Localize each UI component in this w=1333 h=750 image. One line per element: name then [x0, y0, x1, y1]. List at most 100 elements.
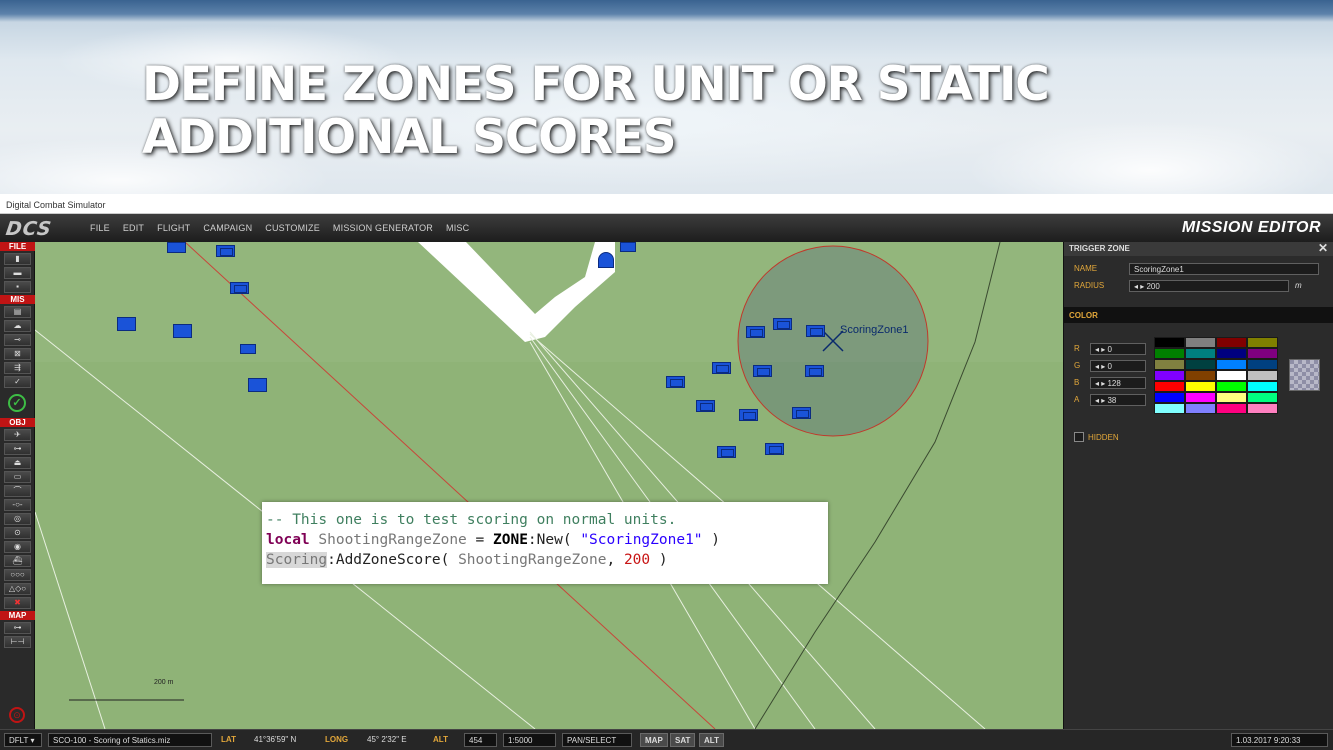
open-folder-icon[interactable]: ▬ — [4, 267, 31, 279]
template-icon[interactable]: -○- — [4, 499, 31, 511]
unit-marker[interactable] — [746, 326, 765, 338]
color-swatch[interactable] — [1216, 403, 1247, 414]
color-swatch[interactable] — [1185, 359, 1216, 370]
new-mission-icon[interactable]: ▮ — [4, 253, 31, 265]
color-swatch[interactable] — [1216, 348, 1247, 359]
menu-campaign[interactable]: CAMPAIGN — [203, 223, 253, 233]
color-swatch[interactable] — [1247, 348, 1278, 359]
spinner-arrows-icon[interactable]: ◂ ▸ — [1095, 345, 1108, 354]
color-swatch[interactable] — [1216, 392, 1247, 403]
delete-icon[interactable]: ✖ — [4, 597, 31, 609]
navpoint-icon[interactable]: ⊙ — [4, 527, 31, 539]
briefing-icon[interactable]: ▤ — [4, 306, 31, 318]
color-swatch[interactable] — [1185, 381, 1216, 392]
key-icon[interactable]: ⊶ — [4, 622, 31, 634]
coalition-select[interactable]: DFLT ▾ — [4, 733, 42, 747]
unit-marker[interactable] — [666, 376, 685, 388]
mission-ok-icon[interactable]: ✓ — [8, 394, 26, 412]
color-swatch[interactable] — [1154, 348, 1185, 359]
menu-mission-generator[interactable]: MISSION GENERATOR — [332, 223, 434, 233]
color-swatch[interactable] — [1185, 348, 1216, 359]
resource-icon[interactable]: ⇶ — [4, 362, 31, 374]
goals-icon[interactable]: ⊸ — [4, 334, 31, 346]
unit-marker[interactable] — [117, 317, 136, 331]
color-swatch[interactable] — [1154, 337, 1185, 348]
spinner-arrows-icon[interactable]: ◂ ▸ — [1095, 379, 1108, 388]
color-swatch[interactable] — [1154, 392, 1185, 403]
triggers-icon[interactable]: ⊠ — [4, 348, 31, 360]
color-swatch[interactable] — [1185, 403, 1216, 414]
close-icon[interactable]: ✕ — [1317, 241, 1328, 255]
bullseye-icon[interactable]: ◉ — [4, 541, 31, 553]
unit-marker[interactable] — [805, 365, 824, 377]
unit-marker[interactable] — [806, 325, 825, 337]
menu-misc[interactable]: MISC — [446, 223, 470, 233]
color-swatch[interactable] — [1185, 392, 1216, 403]
weather-icon[interactable]: ☁ — [4, 320, 31, 332]
draw-shapes-icon[interactable]: △◇○ — [4, 583, 31, 595]
carrier-icon[interactable]: ⛴ — [4, 555, 31, 567]
unit-marker[interactable] — [717, 446, 736, 458]
static-object-icon[interactable]: ⌒ — [4, 485, 31, 497]
airplane-icon[interactable]: ✈ — [4, 429, 31, 441]
unit-marker[interactable] — [248, 378, 267, 392]
hidden-checkbox[interactable] — [1074, 432, 1084, 442]
radius-spinner[interactable]: ◂ ▸ 200 — [1129, 280, 1289, 292]
color-swatch[interactable] — [1154, 381, 1185, 392]
spinner-arrows-icon[interactable]: ◂ ▸ — [1095, 362, 1108, 371]
map-view[interactable]: ScoringZone1 200 m -- This one is to tes… — [35, 242, 1063, 729]
unit-marker[interactable] — [230, 282, 249, 294]
exit-icon[interactable]: ⊙ — [9, 707, 25, 723]
formation-icon[interactable]: ○○○ — [4, 569, 31, 581]
a-spinner[interactable]: ◂ ▸ 38 — [1090, 394, 1146, 406]
sat-toggle-button[interactable]: SAT — [670, 733, 696, 747]
unit-marker[interactable] — [765, 443, 784, 455]
alt-toggle-button[interactable]: ALT — [699, 733, 724, 747]
map-toggle-button[interactable]: MAP — [640, 733, 668, 747]
color-swatch[interactable] — [1247, 392, 1278, 403]
spinner-arrows-icon[interactable]: ◂ ▸ — [1134, 282, 1147, 291]
menu-file[interactable]: FILE — [90, 223, 110, 233]
save-icon[interactable]: ▪ — [4, 281, 31, 293]
color-swatch[interactable] — [1154, 403, 1185, 414]
vehicle-icon[interactable]: ▭ — [4, 471, 31, 483]
color-swatch[interactable] — [1247, 337, 1278, 348]
color-swatch[interactable] — [1185, 337, 1216, 348]
unit-marker[interactable] — [167, 242, 186, 253]
ship-icon[interactable]: ⏏ — [4, 457, 31, 469]
spinner-arrows-icon[interactable]: ◂ ▸ — [1095, 396, 1108, 405]
color-swatch[interactable] — [1216, 381, 1247, 392]
unit-marker[interactable] — [240, 344, 256, 354]
color-swatch[interactable] — [1185, 370, 1216, 381]
b-spinner[interactable]: ◂ ▸ 128 — [1090, 377, 1146, 389]
color-swatch[interactable] — [1216, 337, 1247, 348]
color-swatch[interactable] — [1216, 359, 1247, 370]
color-swatch[interactable] — [1247, 403, 1278, 414]
unit-marker[interactable] — [173, 324, 192, 338]
g-spinner[interactable]: ◂ ▸ 0 — [1090, 360, 1146, 372]
helicopter-icon[interactable]: ⊶ — [4, 443, 31, 455]
unit-marker[interactable] — [792, 407, 811, 419]
unit-marker[interactable] — [598, 252, 614, 268]
unit-marker[interactable] — [773, 318, 792, 330]
color-swatch[interactable] — [1154, 370, 1185, 381]
ruler-icon[interactable]: ⊢⊣ — [4, 636, 31, 648]
menu-customize[interactable]: CUSTOMIZE — [265, 223, 320, 233]
color-swatch[interactable] — [1216, 370, 1247, 381]
menu-flight[interactable]: FLIGHT — [157, 223, 191, 233]
r-spinner[interactable]: ◂ ▸ 0 — [1090, 343, 1146, 355]
check-icon[interactable]: ✓ — [4, 376, 31, 388]
unit-marker[interactable] — [712, 362, 731, 374]
unit-marker[interactable] — [739, 409, 758, 421]
zone-name-input[interactable]: ScoringZone1 — [1129, 263, 1319, 275]
unit-marker[interactable] — [620, 242, 636, 252]
unit-marker[interactable] — [216, 245, 235, 257]
menu-edit[interactable]: EDIT — [122, 223, 145, 233]
color-swatch[interactable] — [1247, 359, 1278, 370]
unit-marker[interactable] — [696, 400, 715, 412]
color-swatch[interactable] — [1247, 381, 1278, 392]
trigger-zone-icon[interactable]: ◎ — [4, 513, 31, 525]
color-swatch[interactable] — [1247, 370, 1278, 381]
color-swatch[interactable] — [1154, 359, 1185, 370]
unit-marker[interactable] — [753, 365, 772, 377]
